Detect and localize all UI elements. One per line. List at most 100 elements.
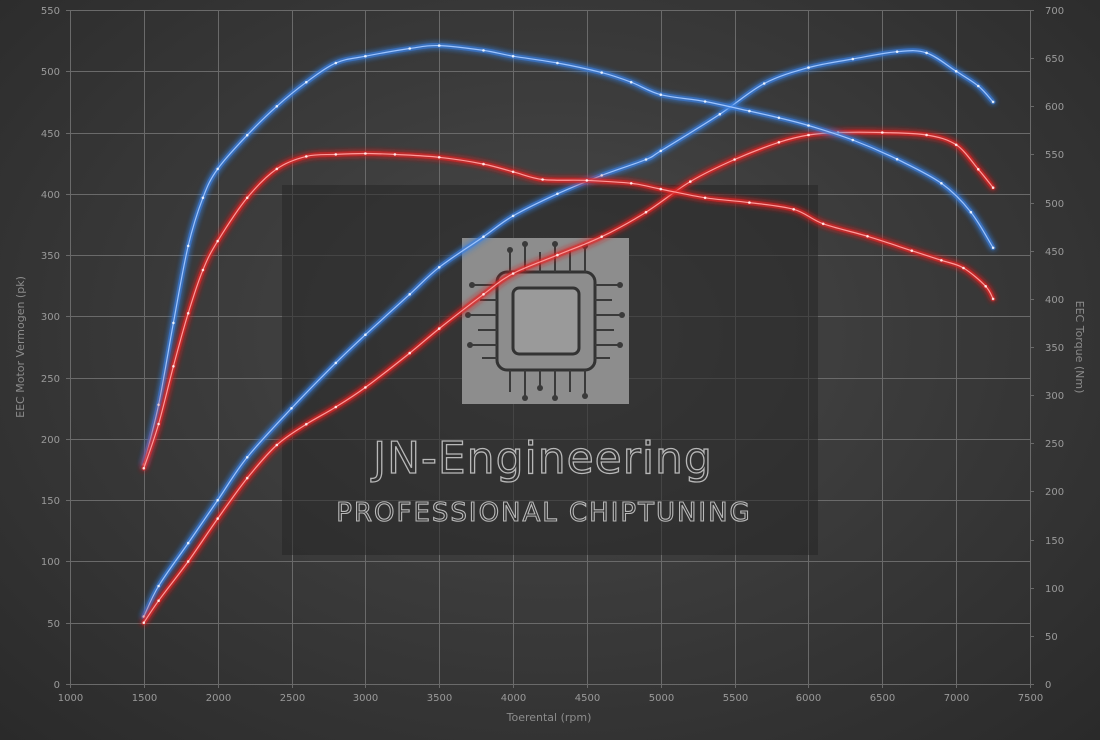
- data-point: [408, 351, 412, 355]
- data-point: [954, 143, 958, 147]
- y-right-tick-label: 50: [1045, 632, 1058, 643]
- data-point: [334, 405, 338, 409]
- data-point: [748, 201, 751, 204]
- data-point: [334, 153, 338, 156]
- x-tick-label: 6500: [870, 693, 895, 704]
- data-point: [556, 253, 559, 257]
- data-point: [290, 407, 293, 410]
- data-point: [157, 599, 160, 602]
- data-point: [689, 180, 692, 183]
- x-axis-title: Toerental (rpm): [506, 711, 592, 724]
- data-point: [629, 182, 633, 185]
- data-point: [585, 179, 589, 182]
- data-point: [275, 167, 279, 171]
- data-point: [733, 158, 736, 161]
- data-point: [142, 467, 146, 470]
- series-line: [143, 44, 994, 466]
- x-tick-label: 4000: [501, 693, 526, 704]
- data-point: [364, 386, 367, 389]
- series-lines: [141, 43, 996, 626]
- data-point: [600, 71, 603, 74]
- data-point: [762, 82, 766, 85]
- data-point: [216, 498, 219, 502]
- data-point: [940, 259, 943, 262]
- data-point: [393, 153, 397, 156]
- y-left-tick-label: 200: [41, 435, 60, 446]
- data-point: [245, 196, 249, 200]
- data-point: [541, 178, 544, 181]
- y-right-tick-label: 450: [1045, 247, 1064, 258]
- data-point: [275, 105, 279, 108]
- y-right-tick-label: 0: [1045, 680, 1051, 691]
- data-point: [991, 297, 995, 301]
- y-left-tick-label: 250: [41, 374, 60, 385]
- data-point: [895, 157, 899, 161]
- data-point: [511, 214, 515, 218]
- y-left-tick-label: 400: [41, 190, 60, 201]
- data-point: [482, 293, 485, 296]
- data-point: [703, 196, 707, 200]
- data-point: [216, 517, 219, 520]
- data-point: [991, 186, 995, 189]
- y-right-tick-label: 150: [1045, 536, 1064, 547]
- data-point: [364, 54, 367, 58]
- data-point: [408, 47, 412, 50]
- data-point: [511, 170, 515, 174]
- data-point: [977, 168, 980, 171]
- data-point: [364, 333, 367, 337]
- data-point: [659, 93, 663, 96]
- x-tick-label: 2000: [206, 693, 231, 704]
- x-tick-label: 5500: [723, 693, 748, 704]
- data-point: [703, 100, 707, 103]
- data-point: [172, 365, 175, 368]
- data-point: [644, 210, 648, 214]
- data-point: [186, 312, 190, 315]
- data-point: [977, 84, 980, 88]
- data-point: [437, 327, 441, 330]
- data-point: [940, 182, 943, 185]
- data-point: [991, 100, 995, 104]
- data-point: [807, 66, 810, 69]
- data-point: [881, 131, 884, 134]
- data-point: [201, 196, 205, 200]
- y-left-tick-label: 300: [41, 312, 60, 323]
- data-point: [748, 109, 751, 113]
- data-point: [991, 246, 995, 250]
- y-right-tick-label: 100: [1045, 584, 1064, 595]
- data-point: [275, 443, 279, 447]
- data-point: [157, 584, 160, 588]
- y-right-tick-label: 350: [1045, 343, 1064, 354]
- data-point: [437, 156, 441, 159]
- y-left-tick-label: 550: [41, 6, 60, 17]
- series-red-left: [141, 129, 996, 626]
- watermark-logo: JN-Engineering PROFESSIONAL CHIPTUNING: [282, 185, 818, 555]
- data-point: [954, 70, 958, 73]
- data-point: [629, 80, 633, 84]
- watermark-subtitle: PROFESSIONAL CHIPTUNING: [336, 498, 751, 528]
- series-line: [143, 131, 994, 624]
- y-left-tick-label: 0: [54, 680, 60, 691]
- data-point: [142, 621, 146, 624]
- data-point: [408, 293, 412, 296]
- y-right-tick-label: 300: [1045, 391, 1064, 402]
- data-point: [851, 57, 855, 61]
- x-tick-label: 7000: [944, 693, 969, 704]
- data-point: [216, 167, 219, 171]
- data-point: [305, 80, 308, 84]
- y-left-axis-title: EEC Motor Vermogen (pk): [14, 276, 27, 418]
- data-point: [186, 244, 190, 248]
- circuit-chip-icon: [462, 238, 629, 404]
- data-point: [792, 208, 795, 211]
- series-red-right: [141, 150, 996, 471]
- data-point: [895, 50, 899, 53]
- data-point: [659, 149, 663, 153]
- data-point: [186, 560, 190, 563]
- data-point: [659, 187, 663, 191]
- data-point: [482, 49, 485, 52]
- y-left-tick-label: 100: [41, 557, 60, 568]
- y-right-tick-label: 500: [1045, 199, 1064, 210]
- data-point: [201, 268, 205, 272]
- x-tick-label: 3000: [353, 693, 378, 704]
- data-point: [482, 162, 485, 166]
